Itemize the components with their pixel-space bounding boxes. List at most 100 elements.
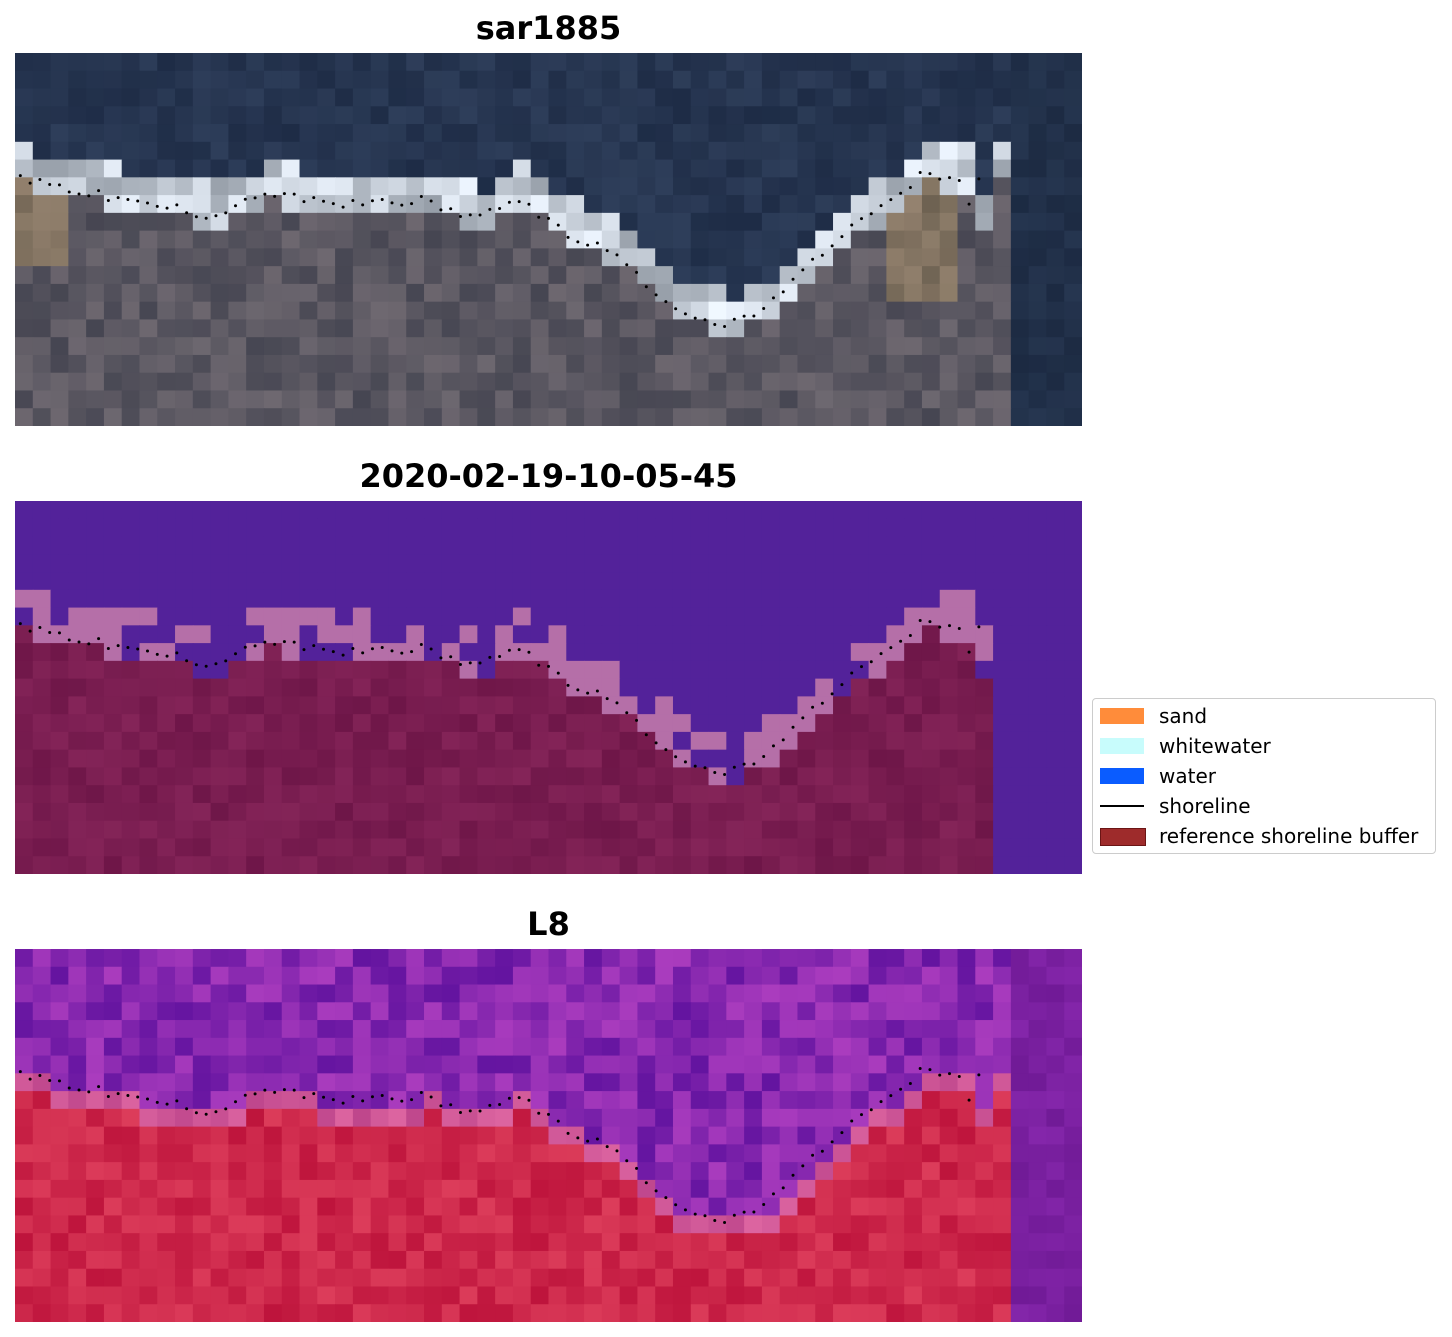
image-pixel: [68, 1197, 87, 1217]
image-pixel: [370, 731, 390, 751]
shoreline-dot: [155, 1100, 159, 1104]
image-pixel: [548, 390, 567, 409]
image-pixel: [548, 1197, 567, 1217]
image-pixel: [228, 1108, 247, 1128]
image-pixel: [228, 1162, 247, 1181]
image-pixel: [210, 554, 229, 573]
shoreline-dot: [566, 1131, 570, 1135]
image-pixel: [637, 589, 656, 609]
image-pixel: [477, 536, 496, 555]
image-pixel: [619, 1304, 639, 1322]
image-pixel: [15, 554, 34, 573]
image-pixel: [904, 589, 923, 609]
image-pixel: [637, 554, 656, 573]
image-pixel: [210, 337, 229, 356]
image-pixel: [637, 1179, 656, 1199]
image-pixel: [957, 1233, 976, 1252]
image-pixel: [424, 554, 443, 573]
image-pixel: [299, 195, 318, 214]
image-pixel: [939, 1179, 959, 1199]
image-pixel: [459, 749, 478, 769]
image-pixel: [637, 501, 656, 520]
shoreline-dot: [449, 1103, 453, 1107]
image-pixel: [86, 141, 105, 161]
image-pixel: [157, 1073, 176, 1092]
image-pixel: [584, 554, 603, 573]
image-pixel: [975, 1108, 994, 1128]
image-pixel: [815, 589, 834, 609]
shoreline-dot: [576, 688, 580, 692]
image-pixel: [477, 319, 496, 338]
image-pixel: [50, 372, 69, 392]
image-pixel: [388, 1144, 407, 1163]
shoreline-dot: [429, 199, 433, 203]
image-pixel: [370, 625, 390, 644]
image-pixel: [1028, 1126, 1048, 1145]
image-pixel: [246, 966, 265, 986]
image-pixel: [1046, 572, 1065, 591]
image-pixel: [993, 354, 1012, 374]
image-pixel: [868, 607, 887, 626]
image-pixel: [1028, 195, 1048, 214]
image-pixel: [477, 70, 496, 90]
image-pixel: [761, 1091, 781, 1110]
image-pixel: [957, 572, 976, 591]
image-pixel: [904, 660, 923, 680]
image-pixel: [655, 1126, 674, 1145]
image-pixel: [32, 1091, 52, 1110]
image-pixel: [726, 354, 745, 374]
image-pixel: [157, 731, 176, 751]
image-pixel: [139, 124, 158, 143]
image-pixel: [424, 678, 443, 697]
image-pixel: [121, 501, 141, 520]
image-pixel: [121, 1162, 141, 1181]
image-pixel: [103, 714, 123, 733]
shoreline-dot: [312, 644, 316, 648]
image-pixel: [512, 390, 532, 409]
image-pixel: [904, 212, 923, 232]
image-pixel: [921, 1179, 941, 1199]
image-pixel: [655, 607, 674, 626]
image-pixel: [530, 390, 550, 409]
image-pixel: [797, 984, 816, 1003]
image-pixel: [850, 643, 870, 662]
image-pixel: [370, 696, 390, 715]
image-pixel: [619, 1002, 639, 1021]
image-pixel: [121, 53, 141, 72]
image-pixel: [139, 1162, 158, 1181]
image-pixel: [352, 141, 372, 161]
image-pixel: [779, 1108, 799, 1128]
image-pixel: [566, 625, 585, 644]
image-pixel: [68, 785, 87, 804]
image-pixel: [228, 70, 247, 90]
image-pixel: [904, 248, 923, 267]
image-pixel: [175, 856, 194, 874]
image-pixel: [1046, 678, 1065, 697]
image-pixel: [1010, 572, 1030, 591]
image-pixel: [584, 1215, 603, 1234]
image-pixel: [566, 177, 585, 196]
image-pixel: [957, 212, 976, 232]
image-pixel: [939, 572, 959, 591]
image-pixel: [761, 1268, 781, 1288]
image-pixel: [103, 501, 123, 520]
image-pixel: [406, 767, 425, 786]
image-pixel: [406, 124, 425, 143]
image-pixel: [281, 212, 301, 232]
image-pixel: [228, 408, 247, 426]
image-pixel: [317, 372, 336, 392]
image-pixel: [1064, 1304, 1082, 1322]
image-pixel: [459, 1197, 478, 1217]
image-pixel: [477, 212, 496, 232]
image-pixel: [68, 1126, 87, 1145]
image-pixel: [406, 159, 425, 178]
image-pixel: [86, 177, 105, 196]
image-pixel: [175, 1233, 194, 1252]
image-pixel: [744, 838, 763, 857]
image-pixel: [672, 195, 692, 214]
image-pixel: [584, 1233, 603, 1252]
image-pixel: [246, 195, 265, 214]
image-pixel: [68, 319, 87, 338]
image-pixel: [584, 966, 603, 986]
image-pixel: [246, 106, 265, 125]
